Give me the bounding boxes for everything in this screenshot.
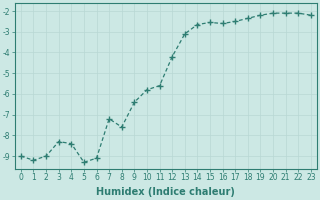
X-axis label: Humidex (Indice chaleur): Humidex (Indice chaleur) [96, 187, 235, 197]
